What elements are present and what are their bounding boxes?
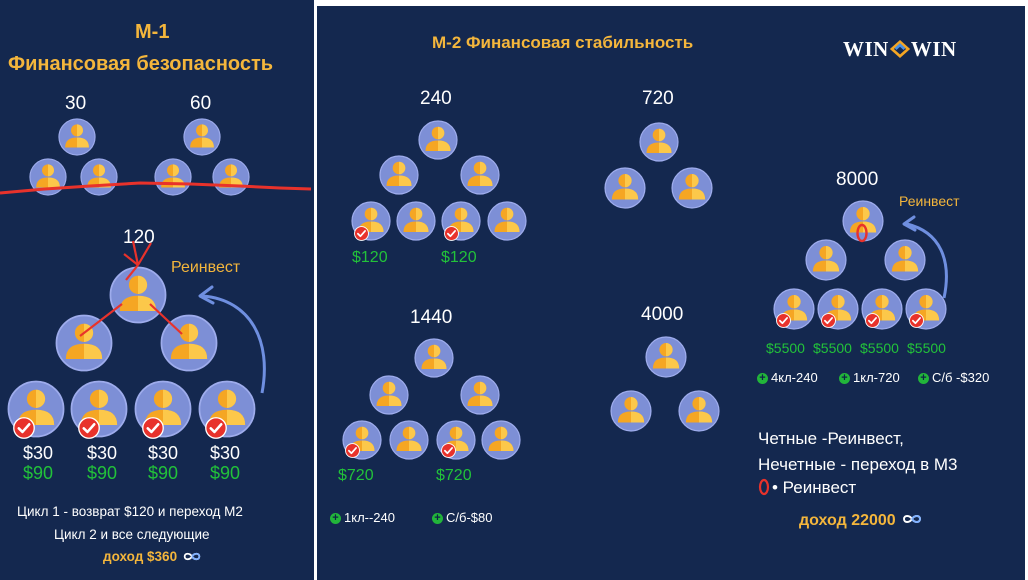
m1-payout-2: $30 — [87, 443, 118, 463]
person-icon — [414, 338, 454, 378]
m2-rule-line3: • Реинвест — [758, 478, 856, 496]
m2-8000-payout-2: $5500 — [813, 340, 852, 356]
m2-legend-1440-1: +1кл--240 — [330, 511, 395, 525]
m2-income: доход 22000 — [799, 513, 924, 529]
m2-legend-8000-3: + С/б -$320 — [918, 371, 989, 385]
m1-subtitle: Финансовая безопасность — [8, 53, 274, 75]
infinity-icon — [181, 551, 203, 562]
person-icon — [396, 201, 436, 241]
m2-8000-payout-4: $5500 — [907, 340, 946, 356]
m2-label-720: 720 — [642, 88, 674, 109]
infinity-icon — [900, 513, 924, 525]
m2-240-payout-1: $120 — [352, 249, 388, 266]
check-icon — [865, 313, 880, 328]
person-icon — [842, 200, 884, 242]
person-icon — [29, 158, 67, 196]
m2-title: M-2 Финансовая стабильность — [432, 33, 694, 52]
m1-note-line1: Цикл 1 - возврат $120 и переход М2 — [17, 504, 243, 519]
m1-reinvest-label: Реинвест — [171, 259, 241, 276]
m2-label-240: 240 — [420, 88, 452, 109]
person-icon — [160, 314, 218, 372]
m1-note-line2: Цикл 2 и все следующие — [54, 527, 210, 542]
check-icon — [441, 443, 456, 458]
m1-income: доход $360 — [103, 550, 203, 564]
m2-reinvest-label: Реинвест — [899, 193, 960, 209]
m2-legend-8000-2: +1кл-720 — [839, 371, 900, 385]
person-icon — [460, 375, 500, 415]
m1-payout-4: $30 — [210, 443, 241, 463]
m1-total-3: $90 — [148, 463, 179, 483]
person-icon — [460, 155, 500, 195]
zero-mark-icon — [758, 478, 770, 496]
check-icon — [345, 443, 360, 458]
check-icon — [909, 313, 924, 328]
person-icon — [639, 122, 679, 162]
m1-total-1: $90 — [23, 463, 54, 483]
m2-1440-payout-1: $720 — [338, 467, 374, 484]
plus-icon: + — [330, 513, 341, 525]
person-icon — [884, 239, 926, 281]
plus-icon: + — [757, 373, 768, 385]
m1-total-2: $90 — [87, 463, 118, 483]
m1-label-120: 120 — [123, 227, 155, 248]
person-icon — [58, 118, 96, 156]
logo-knot-icon — [889, 40, 910, 58]
check-icon — [776, 313, 791, 328]
person-icon — [154, 158, 192, 196]
check-icon — [78, 417, 100, 439]
m1-payout-1: $30 — [23, 443, 54, 463]
m2-rule-line1: Четные -Реинвест, — [758, 429, 904, 448]
m2-legend-1440-2: + С/б-$80 — [432, 511, 492, 525]
person-icon — [610, 390, 652, 432]
m2-label-4000: 4000 — [641, 304, 684, 325]
plus-icon: + — [432, 513, 443, 525]
win-win-logo: WIN WIN — [843, 37, 957, 61]
person-icon — [109, 266, 167, 324]
person-icon — [183, 118, 221, 156]
person-icon — [487, 201, 527, 241]
person-icon — [418, 120, 458, 160]
check-icon — [444, 226, 459, 241]
m2-8000-payout-3: $5500 — [860, 340, 899, 356]
person-icon — [369, 375, 409, 415]
m2-1440-payout-2: $720 — [436, 467, 472, 484]
m1-label-30: 30 — [65, 93, 87, 114]
person-icon — [671, 167, 713, 209]
person-icon — [212, 158, 250, 196]
m2-label-8000: 8000 — [836, 169, 879, 190]
m2-rule-line2: Нечетные - переход в М3 — [758, 455, 958, 474]
person-icon — [379, 155, 419, 195]
m1-total-4: $90 — [210, 463, 241, 483]
check-icon — [13, 417, 35, 439]
check-icon — [821, 313, 836, 328]
person-icon — [604, 167, 646, 209]
plus-icon: + — [839, 373, 850, 385]
check-icon — [205, 417, 227, 439]
person-icon — [80, 158, 118, 196]
m1-payout-3: $30 — [148, 443, 179, 463]
m2-label-1440: 1440 — [410, 307, 453, 328]
m2-legend-8000-1: +4кл-240 — [757, 371, 818, 385]
person-icon — [645, 336, 687, 378]
person-icon — [805, 239, 847, 281]
m1-label-60: 60 — [190, 93, 212, 114]
person-icon — [389, 420, 429, 460]
person-icon — [481, 420, 521, 460]
person-icon — [678, 390, 720, 432]
m2-240-payout-2: $120 — [441, 249, 477, 266]
person-icon — [55, 314, 113, 372]
check-icon — [354, 226, 369, 241]
m2-8000-payout-1: $5500 — [766, 340, 805, 356]
plus-icon: + — [918, 373, 929, 385]
m1-title: M-1 — [135, 21, 170, 43]
check-icon — [142, 417, 164, 439]
